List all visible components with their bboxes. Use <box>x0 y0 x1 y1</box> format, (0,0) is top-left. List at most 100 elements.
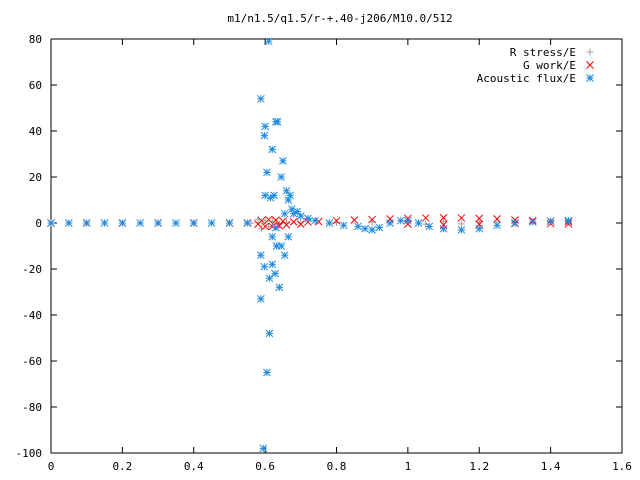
data-point <box>257 216 266 225</box>
data-point <box>256 295 265 303</box>
x-tick-label: 1 <box>405 460 412 473</box>
data-point <box>282 220 291 229</box>
data-point <box>332 216 341 225</box>
data-point <box>265 274 274 283</box>
data-point <box>361 224 369 233</box>
y-tick-label: -40 <box>22 309 42 322</box>
data-point <box>354 222 362 231</box>
data-point <box>421 214 430 222</box>
data-point <box>258 225 266 233</box>
y-tick-label: -80 <box>22 401 42 414</box>
data-point <box>172 219 180 227</box>
data-point <box>264 37 273 46</box>
data-point <box>277 242 286 250</box>
data-point <box>439 213 448 222</box>
data-point <box>439 224 448 233</box>
x-tick-label: 0.8 <box>327 460 347 473</box>
data-point <box>273 117 282 126</box>
data-point <box>375 223 384 232</box>
data-point <box>277 173 286 181</box>
data-point <box>425 222 434 231</box>
data-point <box>271 269 279 278</box>
data-point <box>546 217 555 226</box>
axis-ticks: 0 0.2 0.4 0.6 0.8 1 1.2 1.4 1.6 80 60 40 20 0 -20 -40 -6… <box>16 33 632 473</box>
data-point <box>457 220 465 228</box>
data-point <box>270 191 278 200</box>
data-point <box>493 215 501 223</box>
data-point <box>286 191 294 200</box>
data-point <box>263 368 271 377</box>
data-point <box>256 251 265 260</box>
data-point <box>260 131 269 140</box>
data-point <box>256 94 265 103</box>
data-point <box>154 219 162 227</box>
data-point <box>225 219 234 227</box>
legend-label: R stress/E <box>510 46 576 59</box>
data-point <box>325 219 334 227</box>
data-point <box>493 221 501 230</box>
y-tick-label: 80 <box>29 33 42 46</box>
data-point <box>275 283 284 292</box>
data-point <box>457 214 466 222</box>
data-point <box>284 232 293 241</box>
data-point <box>260 262 269 271</box>
data-point <box>282 186 291 195</box>
data-point <box>511 219 519 227</box>
data-point <box>368 215 377 224</box>
data-point <box>268 260 277 269</box>
x-tick-label: 0.2 <box>112 460 132 473</box>
data-point <box>350 216 359 224</box>
series-2 <box>47 37 573 453</box>
data-point <box>243 219 252 227</box>
data-point <box>261 122 269 131</box>
data-point <box>279 157 287 165</box>
data-point <box>118 219 127 227</box>
data-point <box>404 216 412 225</box>
data-point <box>271 223 280 232</box>
x-tick-label: 1.2 <box>469 460 489 473</box>
data-point <box>439 220 448 229</box>
data-point <box>311 216 319 225</box>
data-point <box>264 215 273 224</box>
data-point <box>271 216 280 225</box>
legend-label: G work/E <box>523 59 576 72</box>
y-tick-label: -60 <box>22 355 42 368</box>
data-point <box>47 219 55 227</box>
data-point <box>265 222 273 230</box>
data-point <box>259 444 268 453</box>
data-point <box>304 214 312 223</box>
data-point <box>189 219 198 227</box>
data-point <box>136 219 145 227</box>
x-tick-label: 1.6 <box>612 460 632 473</box>
data-point <box>261 222 269 231</box>
data-point <box>280 251 289 260</box>
data-point <box>422 220 430 228</box>
data-point <box>528 217 537 226</box>
data-point <box>396 216 405 225</box>
legend-marker <box>586 61 594 69</box>
x-tick-label: 0 <box>48 460 55 473</box>
data-point <box>304 218 312 226</box>
x-tick-label: 0.4 <box>184 460 204 473</box>
y-tick-label: 40 <box>29 125 42 138</box>
data-point <box>475 224 484 233</box>
data-point <box>263 168 271 177</box>
data-point <box>368 226 377 234</box>
data-point <box>297 219 305 227</box>
data-point <box>268 145 277 154</box>
data-point <box>296 220 305 229</box>
chart-title: m1/n1.5/q1.5/r-+.40-j206/M10.0/512 <box>227 12 452 25</box>
data-point <box>265 329 274 338</box>
data-point <box>339 221 348 230</box>
x-tick-label: 0.6 <box>255 460 275 473</box>
data-point <box>289 217 298 226</box>
data-point <box>64 219 73 227</box>
data-point <box>564 216 573 225</box>
y-tick-label: 60 <box>29 79 42 92</box>
x-tick-label: 1.4 <box>541 460 561 473</box>
data-point <box>457 226 466 234</box>
data-point <box>100 219 109 227</box>
legend-label: Acoustic flux/E <box>477 72 576 85</box>
